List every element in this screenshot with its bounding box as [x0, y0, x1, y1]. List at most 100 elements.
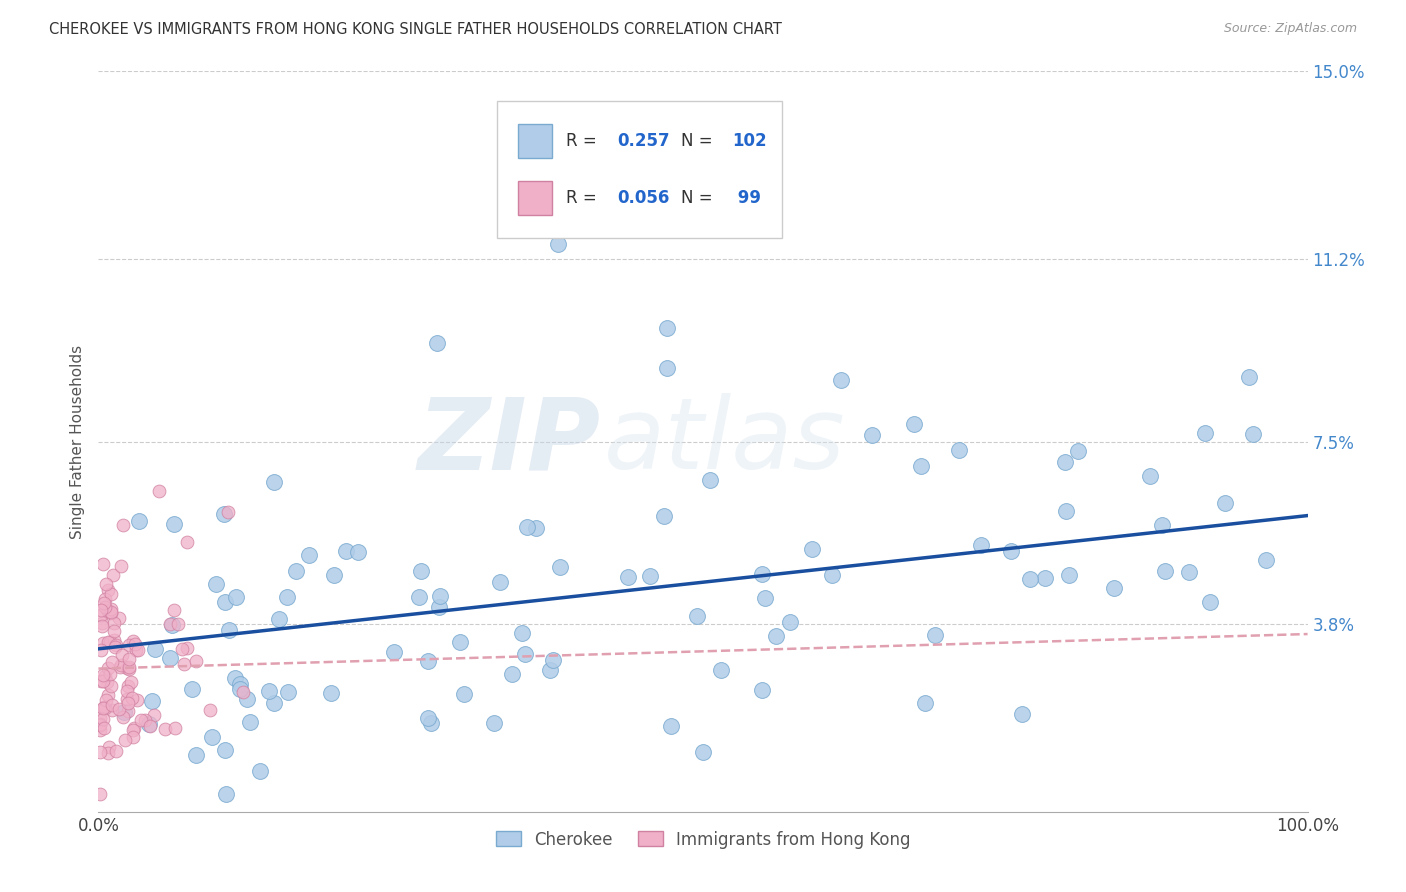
Point: [198, 703, 221, 717]
Point: [89, 745, 111, 759]
Point: [91, 636, 114, 650]
Point: [692, 746, 714, 760]
Point: [903, 417, 925, 431]
Point: [97, 688, 120, 702]
Point: [277, 685, 299, 699]
Point: [427, 599, 450, 614]
Point: [97, 604, 120, 618]
Point: [229, 681, 252, 696]
Point: [382, 645, 405, 659]
Point: [1237, 369, 1260, 384]
Point: [94, 669, 117, 683]
Point: [93, 673, 115, 688]
Point: [125, 643, 148, 657]
Point: [104, 640, 127, 654]
Point: [616, 570, 638, 584]
Point: [93, 600, 115, 615]
Point: [516, 519, 538, 533]
Point: [124, 637, 146, 651]
Point: [1057, 567, 1080, 582]
Point: [754, 591, 776, 605]
Point: [638, 569, 661, 583]
Point: [1152, 518, 1174, 533]
Point: [107, 702, 129, 716]
Text: R =: R =: [567, 189, 602, 207]
Point: [765, 629, 787, 643]
Point: [96, 674, 118, 689]
Point: [118, 662, 141, 676]
Point: [163, 603, 186, 617]
Point: [90, 643, 112, 657]
Point: [134, 713, 156, 727]
Point: [103, 624, 125, 638]
Text: ZIP: ZIP: [418, 393, 600, 490]
Text: R =: R =: [567, 132, 602, 150]
Point: [90, 615, 112, 630]
Point: [215, 787, 238, 801]
Point: [214, 595, 236, 609]
Point: [101, 698, 124, 713]
Point: [91, 557, 114, 571]
Point: [138, 719, 160, 733]
Point: [239, 714, 262, 729]
Point: [90, 674, 112, 689]
Point: [163, 517, 186, 532]
Point: [1033, 571, 1056, 585]
Text: 102: 102: [733, 132, 766, 150]
Point: [117, 704, 139, 718]
Point: [970, 538, 993, 552]
Point: [128, 514, 150, 528]
Point: [94, 700, 117, 714]
Point: [710, 664, 733, 678]
Point: [751, 567, 773, 582]
Point: [141, 694, 163, 708]
Point: [860, 427, 883, 442]
Point: [830, 373, 852, 387]
Point: [90, 603, 112, 617]
Point: [298, 548, 321, 562]
Point: [107, 611, 129, 625]
Point: [449, 635, 471, 649]
Point: [225, 590, 247, 604]
FancyBboxPatch shape: [498, 101, 782, 238]
Point: [153, 723, 176, 737]
Point: [1198, 595, 1220, 609]
Point: [547, 237, 569, 252]
Point: [143, 642, 166, 657]
Point: [91, 712, 114, 726]
Point: [98, 634, 121, 648]
Point: [94, 693, 117, 707]
Point: [276, 590, 298, 604]
Point: [224, 671, 246, 685]
Point: [263, 696, 285, 710]
Point: [90, 607, 112, 622]
Point: [659, 719, 682, 733]
Point: [408, 590, 430, 604]
Point: [131, 713, 153, 727]
Text: atlas: atlas: [603, 393, 845, 490]
Point: [820, 567, 842, 582]
Point: [655, 321, 678, 335]
Text: 99: 99: [733, 189, 761, 207]
Text: CHEROKEE VS IMMIGRANTS FROM HONG KONG SINGLE FATHER HOUSEHOLDS CORRELATION CHART: CHEROKEE VS IMMIGRANTS FROM HONG KONG SI…: [49, 22, 782, 37]
Text: Source: ZipAtlas.com: Source: ZipAtlas.com: [1223, 22, 1357, 36]
Point: [104, 638, 127, 652]
Point: [91, 619, 114, 633]
Point: [138, 716, 160, 731]
Text: 0.257: 0.257: [617, 132, 669, 150]
Point: [111, 518, 134, 533]
Point: [94, 576, 117, 591]
Point: [513, 647, 536, 661]
Point: [1256, 553, 1278, 567]
Point: [524, 521, 547, 535]
Point: [167, 617, 190, 632]
Point: [322, 568, 344, 582]
Point: [165, 721, 187, 735]
Point: [100, 601, 122, 615]
Point: [217, 506, 239, 520]
Point: [510, 626, 533, 640]
Point: [103, 615, 125, 630]
Point: [115, 661, 138, 675]
Point: [416, 654, 439, 668]
Point: [100, 655, 122, 669]
